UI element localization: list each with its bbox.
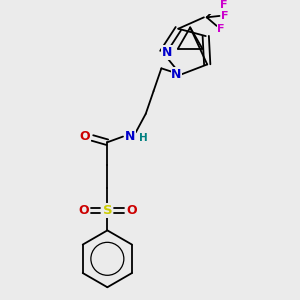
Text: O: O <box>79 130 90 143</box>
Text: N: N <box>125 130 135 143</box>
Text: N: N <box>162 46 172 59</box>
Text: F: F <box>221 11 229 21</box>
Text: O: O <box>126 204 137 217</box>
Text: H: H <box>139 133 147 143</box>
Text: F: F <box>220 0 227 10</box>
Text: N: N <box>171 68 182 81</box>
Text: S: S <box>103 204 112 217</box>
Text: F: F <box>217 24 225 34</box>
Text: O: O <box>78 204 88 217</box>
